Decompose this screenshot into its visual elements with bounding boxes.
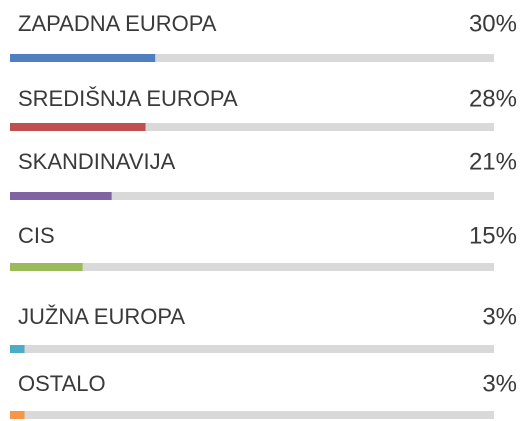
category-label: CIS [18, 223, 55, 248]
value-label: 21% [469, 148, 517, 175]
bar [10, 192, 112, 200]
category-label: SREDIŠNJA EUROPA [18, 86, 238, 111]
category-label: SKANDINAVIJA [18, 149, 176, 174]
track [10, 123, 494, 131]
value-label: 3% [482, 303, 517, 330]
category-label: JUŽNA EUROPA [18, 304, 185, 329]
value-label: 30% [469, 10, 517, 37]
bar [10, 54, 156, 62]
value-label: 28% [469, 85, 517, 112]
track [10, 345, 494, 353]
track [10, 192, 494, 200]
bar [10, 411, 25, 419]
track [10, 263, 494, 271]
track [10, 411, 494, 419]
track [10, 54, 494, 62]
bar [10, 263, 83, 271]
bar [10, 123, 146, 131]
category-label: ZAPADNA EUROPA [18, 11, 217, 36]
value-label: 15% [469, 222, 517, 249]
category-label: OSTALO [18, 371, 106, 396]
bar [10, 345, 25, 353]
value-label: 3% [482, 370, 517, 397]
